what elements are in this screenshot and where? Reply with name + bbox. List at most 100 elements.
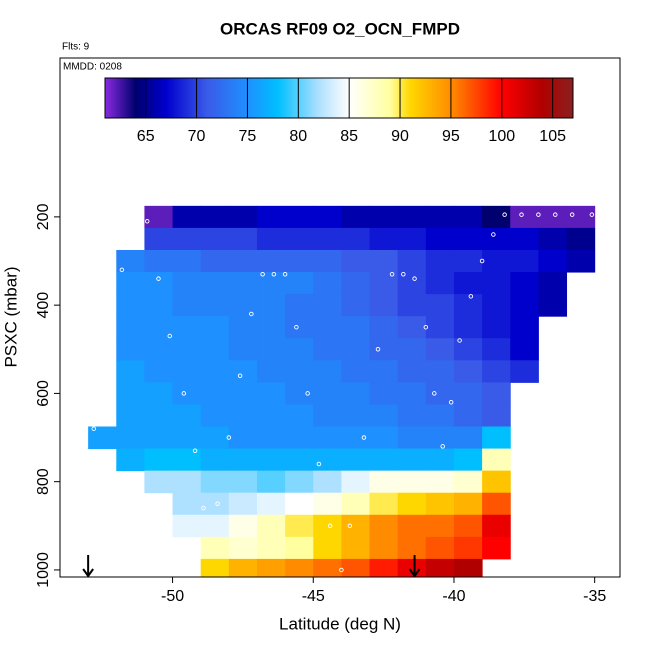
heat-cell [425, 360, 455, 383]
heat-cell [369, 536, 399, 560]
heat-cell [256, 360, 286, 383]
heat-cell [256, 249, 286, 273]
track-point [271, 272, 277, 277]
heat-cell [453, 514, 483, 538]
heat-cell [341, 249, 371, 273]
heat-cell [116, 316, 145, 339]
track-point [536, 212, 541, 217]
heat-cell [397, 448, 427, 472]
heat-cell [538, 249, 568, 273]
heat-cell [228, 558, 258, 577]
heat-cell [116, 272, 145, 295]
heat-cell [453, 360, 483, 383]
heat-cell [482, 448, 511, 472]
heat-cell [369, 404, 399, 428]
y-tick-label: 800 [35, 468, 52, 495]
heat-cell [482, 338, 511, 361]
heat-cell [256, 514, 286, 538]
heat-cell [228, 249, 258, 273]
heat-cell [228, 426, 258, 450]
heat-cell [369, 448, 399, 472]
heat-cell [285, 249, 314, 273]
annotation: MMDD: 0208 [63, 62, 122, 73]
heat-cell [510, 205, 539, 229]
heat-cell [482, 382, 511, 405]
heat-cell [116, 382, 145, 405]
x-tick-label: -40 [442, 588, 465, 605]
heat-cell [453, 294, 483, 317]
heat-cell [482, 492, 511, 516]
heat-cell [172, 382, 202, 405]
heat-cell [256, 205, 286, 229]
heat-cell [172, 492, 202, 516]
heat-cell [482, 536, 511, 560]
heat-cell [341, 227, 371, 251]
heat-cell [453, 470, 483, 494]
heat-cell [256, 426, 286, 450]
heat-cell [369, 426, 399, 450]
heat-cell [256, 227, 286, 251]
heat-cell [341, 360, 371, 383]
track-point [479, 258, 485, 264]
heat-cell [313, 272, 342, 295]
heat-cell [285, 272, 314, 295]
track-point [119, 267, 125, 273]
heat-cell [369, 338, 399, 361]
heat-cell [453, 316, 483, 339]
heat-cell [453, 448, 483, 472]
heat-cell [482, 360, 511, 383]
track-point [97, 373, 102, 379]
heat-cell [369, 558, 399, 577]
heat-cell [341, 205, 371, 229]
heat-cell [341, 316, 371, 339]
heat-cell [144, 316, 174, 339]
heat-cell [453, 227, 483, 251]
heat-cell [425, 294, 455, 317]
heat-cell [256, 294, 286, 317]
track-point [401, 272, 406, 277]
heat-cell [453, 249, 483, 273]
heat-cell [313, 338, 342, 361]
heat-cell [228, 205, 258, 229]
heat-cell [200, 360, 230, 383]
heat-cell [200, 426, 230, 450]
track-point [432, 391, 437, 396]
heat-cell [285, 448, 314, 472]
heat-cell [313, 448, 342, 472]
track-point [339, 567, 344, 573]
heat-cell [510, 316, 539, 339]
heat-cell [369, 360, 399, 383]
heat-cell [256, 382, 286, 405]
heat-cell [172, 426, 202, 450]
heat-cell [285, 426, 314, 450]
heat-cell [369, 514, 399, 538]
heat-cell [228, 272, 258, 295]
heat-cell [341, 448, 371, 472]
heat-cell [425, 558, 455, 577]
heat-cell [538, 205, 568, 229]
heat-cell [397, 360, 427, 383]
y-tick-label: 600 [35, 380, 52, 407]
heatmap [88, 205, 596, 577]
heat-cell [313, 426, 342, 450]
heat-cell [200, 338, 230, 361]
heat-cell [397, 492, 427, 516]
track-point [249, 311, 254, 317]
track-point [412, 276, 417, 281]
heat-cell [369, 272, 399, 295]
heat-cell [200, 448, 230, 472]
heat-cell [510, 227, 539, 251]
heat-cell [172, 448, 202, 472]
heat-cell [425, 470, 455, 494]
heat-cell [313, 514, 342, 538]
track-point [347, 523, 353, 529]
heat-cell [285, 536, 314, 560]
heat-cell [313, 536, 342, 560]
heat-cell [200, 382, 230, 405]
heat-cell [200, 272, 230, 295]
heat-cell [172, 227, 202, 251]
track-point [440, 444, 445, 449]
heat-cell [144, 360, 174, 383]
heat-cell [285, 404, 314, 428]
track-point [167, 333, 172, 339]
